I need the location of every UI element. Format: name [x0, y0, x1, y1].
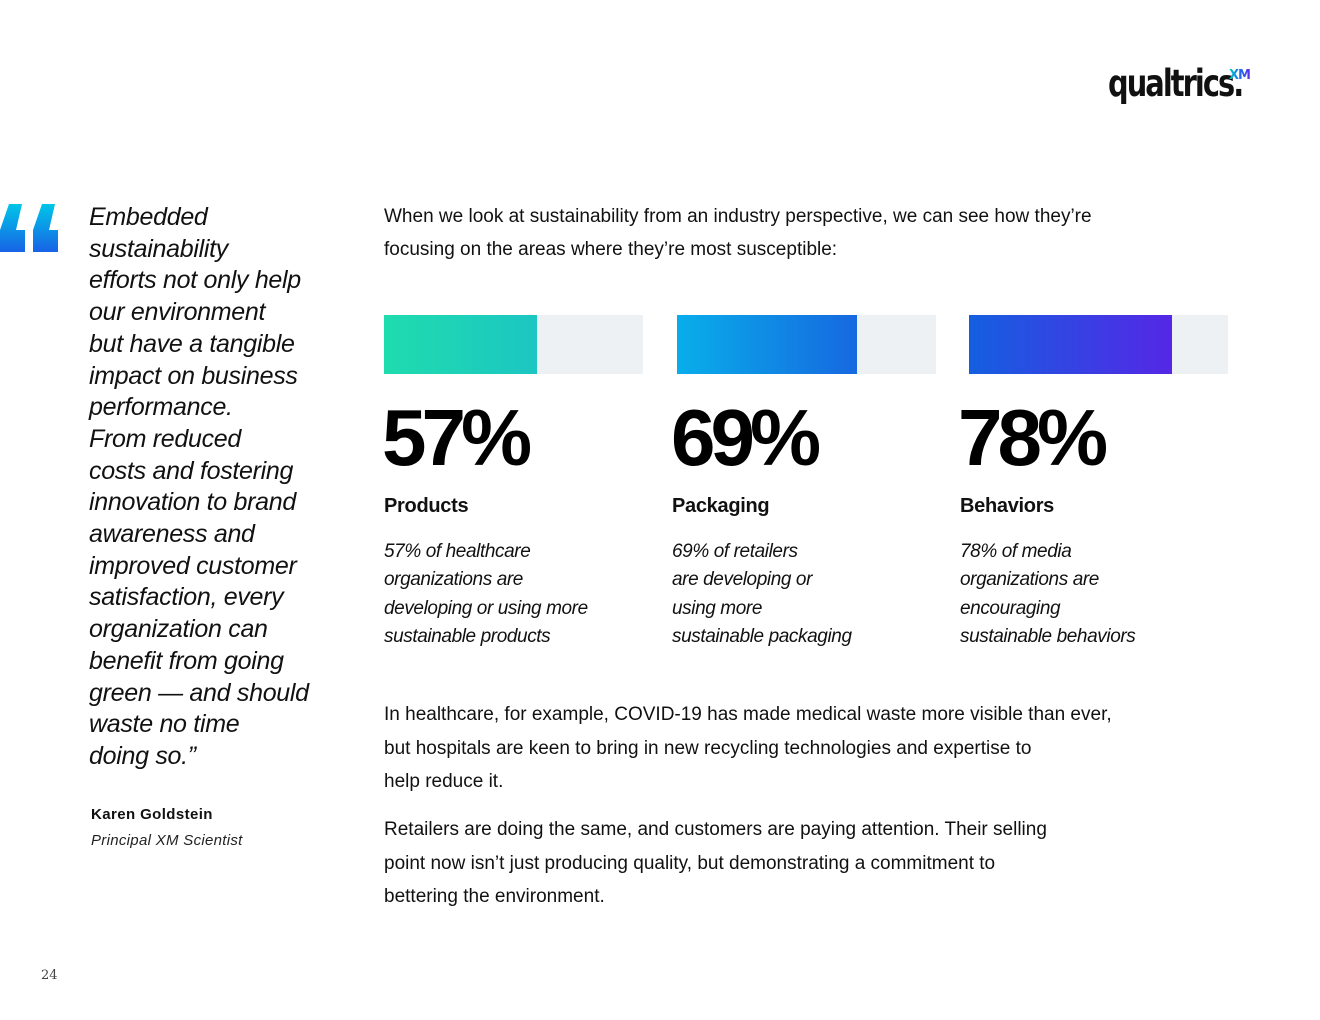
stat-bar-fill-packaging — [677, 315, 857, 374]
intro-line: When we look at sustainability from an i… — [384, 206, 1092, 227]
stat-label-products: Products — [384, 495, 469, 517]
stat-desc-line: sustainable packaging — [672, 625, 852, 647]
stat-bar-fill-products — [384, 315, 537, 374]
stat-bar-packaging — [677, 315, 936, 374]
stat-desc-line: 78% of media — [960, 541, 1072, 562]
intro-line: focusing on the areas where they’re most… — [384, 239, 838, 260]
qualtrics-logo-icon: qualtrics. XM — [1108, 62, 1258, 112]
quote-line: our environment — [89, 298, 266, 327]
stat-description-products: 57% of healthcare organizations are deve… — [384, 538, 634, 651]
body-line: point now isn’t just producing quality, … — [384, 852, 996, 874]
quote-line: sustainability — [89, 234, 228, 263]
stat-bar-behaviors — [969, 315, 1228, 374]
page-number: 24 — [41, 968, 58, 983]
body-line: Retailers are doing the same, and custom… — [384, 819, 1047, 840]
stat-desc-line: 69% of retailers — [672, 541, 798, 562]
stat-value-behaviors: 78% — [958, 393, 1108, 482]
stat-label-behaviors: Behaviors — [960, 495, 1055, 517]
quote-line: efforts not only help — [89, 266, 301, 295]
quote-line: Embedded — [89, 203, 208, 231]
quote-line: performance. — [89, 393, 233, 422]
quote-line: benefit from going — [89, 646, 284, 675]
stat-desc-line: encouraging — [960, 597, 1061, 619]
quote-line: satisfaction, every — [89, 583, 284, 612]
stat-value-products: 57% — [382, 393, 532, 482]
body-paragraph-retailers: Retailers are doing the same, and custom… — [384, 813, 1204, 914]
body-line: In healthcare, for example, COVID-19 has… — [384, 704, 1112, 725]
pull-quote: Embedded sustainability efforts not only… — [89, 202, 329, 773]
quote-line: costs and fostering — [89, 456, 294, 485]
stat-bar-fill-behaviors — [969, 315, 1173, 374]
body-line: help reduce it. — [384, 771, 504, 792]
quote-author-title: Principal XM Scientist — [91, 832, 243, 849]
stat-desc-line: sustainable behaviors — [960, 625, 1136, 647]
stat-desc-line: organizations are — [960, 569, 1099, 591]
quote-line: improved customer — [89, 551, 297, 580]
stat-description-behaviors: 78% of media organizations are encouragi… — [960, 538, 1210, 651]
quote-line: green — and should — [89, 678, 309, 707]
stat-desc-line: developing or using more — [384, 597, 588, 619]
quote-line: From reduced — [89, 424, 242, 453]
stat-bar-products — [384, 315, 643, 374]
quote-line: but have a tangible — [89, 329, 295, 358]
quote-line: innovation to brand — [89, 488, 296, 517]
logo-wordmark: qualtrics. — [1108, 62, 1244, 105]
stat-value-packaging: 69% — [671, 393, 821, 482]
quote-author: Karen Goldstein — [91, 806, 213, 823]
quote-line: awareness and — [89, 520, 255, 549]
quote-line: impact on business — [89, 361, 298, 390]
stat-desc-line: organizations are — [384, 569, 523, 591]
body-paragraph-healthcare: In healthcare, for example, COVID-19 has… — [384, 698, 1204, 799]
logo-xm-superscript: XM — [1229, 68, 1251, 83]
stat-description-packaging: 69% of retailers are developing or using… — [672, 538, 922, 651]
stat-desc-line: are developing or — [672, 569, 813, 591]
stat-desc-line: 57% of healthcare — [384, 541, 531, 562]
intro-paragraph: When we look at sustainability from an i… — [384, 200, 1204, 266]
stat-desc-line: sustainable products — [384, 625, 551, 647]
quote-line: waste no time — [89, 710, 240, 739]
stat-desc-line: using more — [672, 597, 762, 619]
quote-line: doing so.” — [89, 741, 196, 770]
body-line: bettering the environment. — [384, 886, 605, 907]
quote-line: organization can — [89, 615, 268, 644]
quote-mark-icon — [0, 204, 58, 252]
stat-label-packaging: Packaging — [672, 495, 770, 517]
body-line: but hospitals are keen to bring in new r… — [384, 737, 1032, 759]
